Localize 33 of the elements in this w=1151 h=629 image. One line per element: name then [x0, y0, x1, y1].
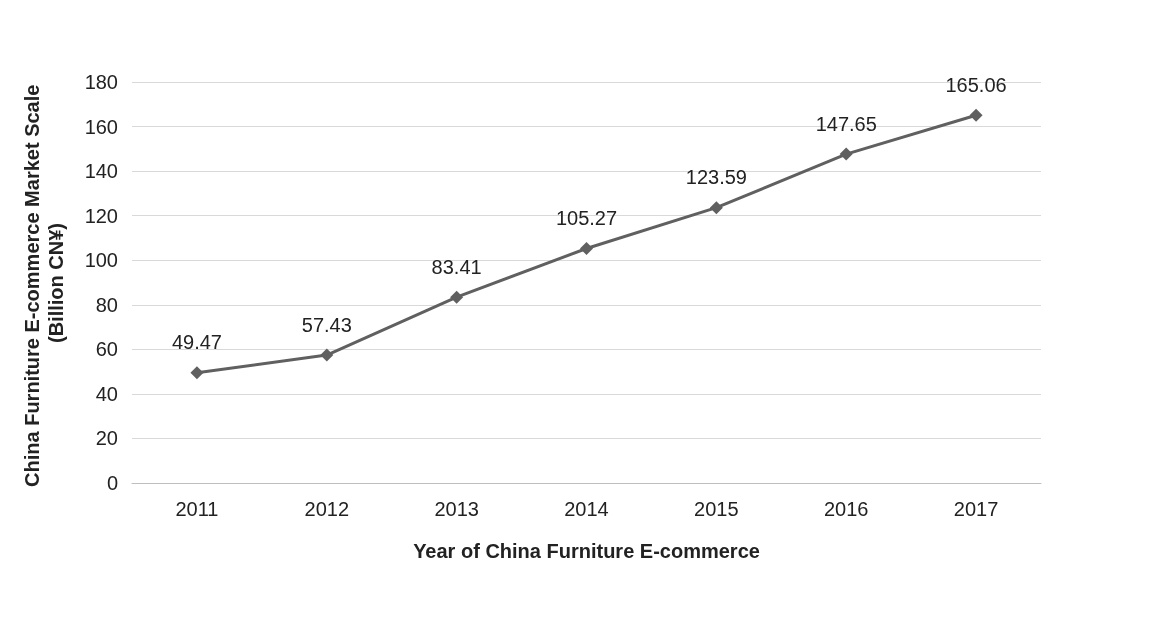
y-tick-label: 60 [95, 338, 118, 361]
y-tick-label: 80 [95, 293, 118, 316]
y-tick-label: 20 [95, 427, 118, 450]
x-tick-label: 2013 [434, 498, 479, 520]
point [969, 108, 983, 122]
y-tick-label: 140 [84, 160, 118, 183]
point [450, 290, 464, 304]
point [839, 147, 853, 161]
data-label: 147.65 [815, 112, 877, 135]
data-label: 165.06 [945, 73, 1007, 96]
y-tick-label: 160 [84, 115, 118, 138]
x-tick-label: 2016 [823, 498, 869, 520]
y-tick-label: 0 [106, 472, 118, 494]
x-tick-label: 2014 [564, 498, 609, 520]
data-label: 105.27 [555, 206, 618, 229]
data-label: 83.41 [431, 255, 482, 278]
x-tick-label: 2012 [304, 498, 350, 520]
point [709, 201, 723, 215]
y-tick-label: 100 [84, 249, 118, 272]
x-tick-label: 2015 [694, 498, 739, 520]
x-axis-title: Year of China Furniture E-commerce [413, 540, 760, 562]
point [320, 348, 334, 362]
x-tick-label: 2017 [953, 498, 999, 520]
y-tick-label: 180 [84, 71, 118, 93]
point [580, 241, 593, 255]
data-label: 49.47 [171, 331, 222, 354]
y-axis-title: China Furniture E-commerce Market Scale (Billion CN¥) [21, 79, 67, 487]
y-tick-label: 40 [95, 382, 118, 405]
x-tick-label: 2011 [175, 498, 219, 520]
y-tick-label: 120 [84, 204, 118, 227]
data-label: 57.43 [301, 313, 352, 336]
point [190, 366, 204, 380]
data-label: 123.59 [685, 166, 747, 189]
